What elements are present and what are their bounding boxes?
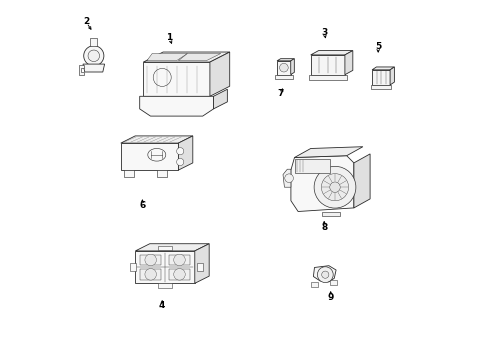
Text: 8: 8: [321, 223, 327, 232]
Bar: [196, 263, 203, 271]
Polygon shape: [291, 59, 294, 75]
Circle shape: [176, 158, 184, 166]
Polygon shape: [311, 51, 353, 55]
Polygon shape: [372, 67, 394, 70]
Circle shape: [321, 174, 348, 201]
Polygon shape: [210, 52, 230, 96]
Circle shape: [88, 50, 99, 62]
Polygon shape: [121, 143, 178, 170]
Bar: [309, 75, 347, 80]
Text: 1: 1: [166, 33, 172, 42]
Bar: [90, 38, 98, 46]
Bar: [330, 280, 337, 285]
Text: 7: 7: [278, 89, 284, 98]
Bar: [169, 255, 190, 265]
Bar: [124, 170, 134, 177]
Bar: [169, 269, 190, 280]
Polygon shape: [390, 67, 394, 85]
Circle shape: [84, 46, 104, 66]
Bar: [130, 263, 136, 271]
Circle shape: [174, 254, 185, 266]
Polygon shape: [283, 169, 291, 187]
Polygon shape: [345, 51, 353, 75]
Polygon shape: [294, 147, 363, 158]
Circle shape: [174, 269, 185, 280]
Polygon shape: [314, 266, 336, 282]
Circle shape: [280, 63, 288, 72]
Text: 5: 5: [375, 42, 381, 51]
Polygon shape: [294, 159, 330, 173]
Polygon shape: [354, 154, 370, 208]
Circle shape: [145, 269, 156, 280]
Bar: [158, 283, 172, 288]
Polygon shape: [311, 55, 345, 75]
Bar: [311, 282, 318, 287]
Polygon shape: [143, 62, 210, 96]
Circle shape: [318, 267, 333, 283]
Polygon shape: [79, 65, 84, 75]
Polygon shape: [135, 244, 209, 251]
Text: 9: 9: [327, 292, 334, 302]
Circle shape: [321, 271, 329, 278]
Polygon shape: [121, 136, 193, 143]
Text: 6: 6: [139, 201, 146, 210]
Bar: [322, 212, 341, 216]
Polygon shape: [178, 136, 193, 170]
Circle shape: [330, 182, 340, 192]
Polygon shape: [277, 59, 294, 61]
Text: 2: 2: [83, 17, 89, 26]
Circle shape: [176, 148, 184, 155]
Circle shape: [153, 68, 171, 86]
Polygon shape: [135, 251, 195, 283]
Bar: [140, 255, 162, 265]
Text: 4: 4: [159, 302, 166, 310]
Polygon shape: [195, 244, 209, 283]
Bar: [158, 246, 172, 250]
Polygon shape: [277, 61, 291, 75]
Bar: [371, 85, 391, 89]
Circle shape: [285, 174, 294, 183]
Bar: [140, 269, 162, 280]
Circle shape: [314, 166, 356, 208]
Polygon shape: [83, 64, 104, 72]
Polygon shape: [143, 52, 230, 62]
Bar: [275, 75, 293, 79]
Text: 3: 3: [321, 28, 327, 37]
Polygon shape: [140, 96, 214, 116]
Polygon shape: [178, 53, 221, 60]
Polygon shape: [372, 70, 390, 85]
Circle shape: [145, 254, 156, 266]
Polygon shape: [147, 53, 188, 60]
Polygon shape: [214, 89, 227, 109]
Bar: [157, 170, 167, 177]
Polygon shape: [291, 156, 354, 211]
